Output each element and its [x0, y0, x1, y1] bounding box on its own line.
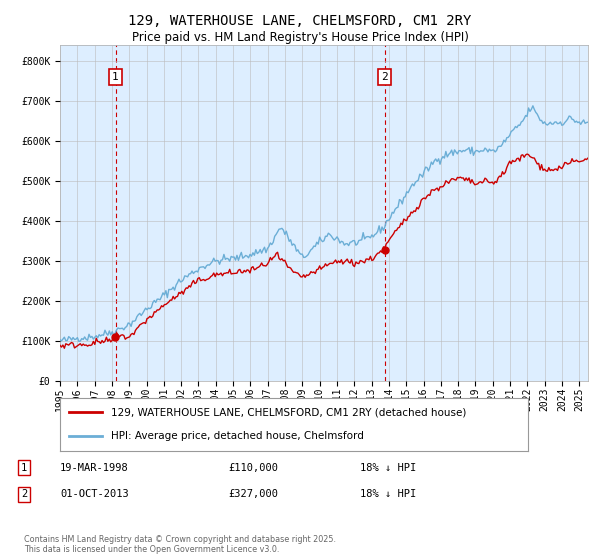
Text: Contains HM Land Registry data © Crown copyright and database right 2025.
This d: Contains HM Land Registry data © Crown c…	[24, 535, 336, 554]
Text: 1: 1	[21, 463, 27, 473]
Text: 19-MAR-1998: 19-MAR-1998	[60, 463, 129, 473]
Text: 18% ↓ HPI: 18% ↓ HPI	[360, 489, 416, 500]
Text: 129, WATERHOUSE LANE, CHELMSFORD, CM1 2RY: 129, WATERHOUSE LANE, CHELMSFORD, CM1 2R…	[128, 14, 472, 28]
Text: Price paid vs. HM Land Registry's House Price Index (HPI): Price paid vs. HM Land Registry's House …	[131, 31, 469, 44]
Text: £327,000: £327,000	[228, 489, 278, 500]
Text: 1: 1	[112, 72, 119, 82]
Text: HPI: Average price, detached house, Chelmsford: HPI: Average price, detached house, Chel…	[112, 431, 364, 441]
Text: 129, WATERHOUSE LANE, CHELMSFORD, CM1 2RY (detached house): 129, WATERHOUSE LANE, CHELMSFORD, CM1 2R…	[112, 408, 467, 418]
Text: £110,000: £110,000	[228, 463, 278, 473]
Text: 2: 2	[381, 72, 388, 82]
Text: 2: 2	[21, 489, 27, 500]
Text: 18% ↓ HPI: 18% ↓ HPI	[360, 463, 416, 473]
Text: 01-OCT-2013: 01-OCT-2013	[60, 489, 129, 500]
